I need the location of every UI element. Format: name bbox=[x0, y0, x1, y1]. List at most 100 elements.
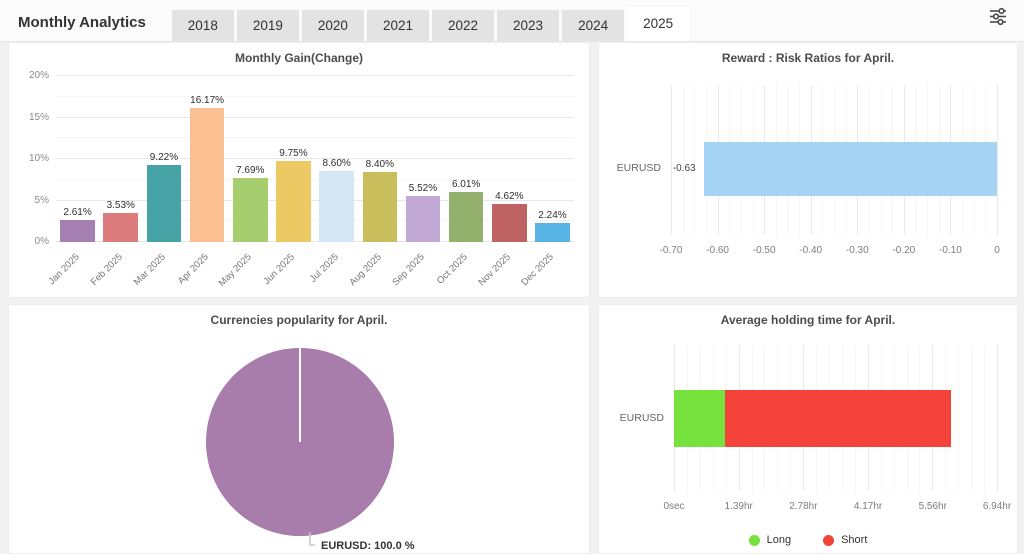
gridline bbox=[56, 137, 574, 139]
bar-value-label: 3.53% bbox=[106, 199, 135, 211]
gridline bbox=[56, 178, 574, 180]
gridline bbox=[997, 345, 998, 491]
bar-sep-2025[interactable] bbox=[405, 196, 441, 242]
bar-oct-2025[interactable] bbox=[448, 192, 484, 242]
tab-2023[interactable]: 2023 bbox=[497, 10, 560, 41]
panel-holding-time: Average holding time for April. EURUSD 0… bbox=[598, 304, 1018, 554]
bar-jul-2025[interactable] bbox=[319, 170, 354, 242]
gridline bbox=[694, 85, 696, 235]
bar-column: 8.40% bbox=[358, 76, 401, 242]
x-axis-tick-label: -0.60 bbox=[706, 245, 729, 256]
bar-column: 4.62% bbox=[488, 76, 531, 242]
legend-label-short: Short bbox=[841, 534, 868, 546]
x-axis-tick-label: 0sec bbox=[663, 501, 685, 512]
tune-sliders-icon[interactable] bbox=[986, 4, 1010, 33]
x-axis-tick-label: 6.94hr bbox=[982, 501, 1012, 512]
bar-may-2025[interactable] bbox=[233, 178, 268, 242]
gridline bbox=[997, 85, 998, 235]
holding-bar-long[interactable] bbox=[674, 390, 726, 448]
bar-dec-2025[interactable] bbox=[535, 223, 570, 242]
panel-monthly-gain: Monthly Gain(Change) 0% 5% 10% 15% 20% 2.61%… bbox=[8, 42, 590, 298]
bar-column: 9.75% bbox=[272, 76, 315, 242]
bar-column: 5.52% bbox=[401, 76, 444, 242]
monthly-gain-x-axis: Jan 2025 Feb 2025 Mar 2025 Apr 2025 May 2025… bbox=[46, 242, 574, 294]
bar-column: 8.60% bbox=[315, 76, 358, 242]
x-axis-label: May 2025 bbox=[216, 251, 255, 289]
legend-item-long[interactable]: Long bbox=[748, 534, 792, 546]
gridline bbox=[56, 220, 574, 222]
x-axis-tick-label: -0.70 bbox=[659, 245, 683, 256]
gridline bbox=[971, 345, 973, 491]
bar-mar-2025[interactable] bbox=[146, 165, 182, 242]
bar-value-label: 16.17% bbox=[190, 94, 225, 106]
x-axis-tick-label: 0 bbox=[994, 245, 1000, 256]
tab-2018[interactable]: 2018 bbox=[171, 10, 234, 41]
year-tabs: 2018 2019 2020 2021 2022 2023 2024 2025 bbox=[171, 0, 692, 41]
bar-column: 3.53% bbox=[99, 76, 142, 242]
x-axis-label: Jan 2025 bbox=[46, 251, 82, 288]
x-axis-tick-label: 1.39hr bbox=[724, 501, 753, 512]
legend-item-short[interactable]: Short bbox=[823, 534, 867, 546]
x-axis-label: Nov 2025 bbox=[476, 251, 514, 289]
gridline bbox=[56, 199, 574, 201]
bar-value-label: 6.01% bbox=[451, 179, 481, 191]
gridline bbox=[682, 85, 684, 235]
x-axis-label: Sep 2025 bbox=[390, 251, 427, 289]
bar-jan-2025[interactable] bbox=[60, 220, 95, 242]
reward-risk-x-axis: -0.70 -0.60 -0.50 -0.40 -0.30 -0.20 -0.10 0 bbox=[660, 245, 1000, 259]
tab-2019[interactable]: 2019 bbox=[236, 10, 299, 41]
chart-title-reward-risk: Reward : Risk Ratios for April. bbox=[721, 51, 895, 65]
tab-2022[interactable]: 2022 bbox=[431, 10, 495, 41]
pie-label-connector bbox=[309, 532, 315, 546]
tab-2020[interactable]: 2020 bbox=[301, 10, 364, 41]
panel-reward-risk: Reward : Risk Ratios for April. EURUSD -… bbox=[598, 42, 1018, 298]
x-axis-tick-label: -0.20 bbox=[892, 245, 916, 256]
holding-bar-short[interactable] bbox=[725, 390, 951, 448]
legend-label-long: Long bbox=[766, 534, 792, 546]
chart-title-currency-popularity: Currencies popularity for April. bbox=[210, 313, 388, 327]
bar-column: 16.17% bbox=[186, 76, 229, 242]
holding-time-x-axis: 0sec 1.39hr 2.78hr 4.17hr 5.56hr 6.94hr bbox=[663, 501, 1011, 515]
bar-apr-2025[interactable] bbox=[189, 107, 225, 242]
bar-value-label: 2.24% bbox=[538, 210, 567, 222]
bar-aug-2025[interactable] bbox=[362, 172, 398, 242]
x-axis-label: Aug 2025 bbox=[347, 251, 384, 289]
short-legend-dot-icon bbox=[823, 534, 835, 546]
x-axis-label: Dec 2025 bbox=[519, 251, 557, 289]
tab-2025[interactable]: 2025 bbox=[627, 7, 690, 41]
holding-time-plot-area: EURUSD 0sec 1.39hr 2.78hr 4.17hr 5.56hr 6.94h… bbox=[620, 345, 1011, 512]
x-axis-tick-label: -0.40 bbox=[799, 245, 823, 256]
bar-feb-2025[interactable] bbox=[103, 212, 139, 242]
category-label-eurusd: EURUSD bbox=[619, 411, 664, 424]
tab-2024[interactable]: 2024 bbox=[562, 10, 625, 41]
page-title: Monthly Analytics bbox=[18, 14, 146, 31]
x-axis-tick-label: -0.50 bbox=[752, 245, 776, 256]
bar-jun-2025[interactable] bbox=[276, 161, 311, 242]
bar-value-label: 9.75% bbox=[279, 148, 308, 160]
x-axis-tick-label: -0.10 bbox=[939, 245, 962, 256]
holding-time-legend: Long Short bbox=[599, 534, 1017, 546]
gridline bbox=[56, 116, 574, 118]
bar-nov-2025[interactable] bbox=[492, 203, 527, 242]
gridline bbox=[958, 345, 960, 491]
y-axis-tick-label: 0% bbox=[34, 236, 49, 247]
tab-2021[interactable]: 2021 bbox=[366, 10, 429, 41]
x-axis-tick-label: 2.78hr bbox=[789, 501, 818, 512]
bar-value-label: -0.63 bbox=[672, 163, 696, 174]
reward-risk-bar-eurusd[interactable] bbox=[703, 142, 997, 196]
bar-value-label: 4.62% bbox=[495, 190, 524, 202]
bar-column: 2.61% bbox=[56, 76, 99, 242]
header-bar: Monthly Analytics 2018 2019 2020 2021 20… bbox=[0, 0, 1024, 42]
x-axis-label: Jul 2025 bbox=[307, 251, 341, 285]
x-axis-tick-label: 4.17hr bbox=[853, 501, 883, 512]
monthly-gain-plot-area: 0% 5% 10% 15% 20% 2.61% 3.53% 9.22% 16.17% 7.69%… bbox=[29, 70, 574, 289]
gridline bbox=[984, 345, 986, 491]
long-legend-dot-icon bbox=[748, 534, 760, 546]
y-axis-tick-label: 15% bbox=[28, 111, 49, 123]
monthly-gain-grid: 0% 5% 10% 15% 20% bbox=[29, 70, 574, 247]
y-axis-tick-label: 20% bbox=[28, 70, 49, 81]
x-axis-label: Apr 2025 bbox=[175, 251, 211, 287]
bar-value-label: 8.60% bbox=[322, 157, 351, 169]
reward-risk-plot-area: EURUSD -0.70 -0.60 -0.50 -0.40 -0.30 -0.20 -0.… bbox=[617, 85, 1000, 256]
y-axis-tick-label: 5% bbox=[34, 194, 49, 206]
